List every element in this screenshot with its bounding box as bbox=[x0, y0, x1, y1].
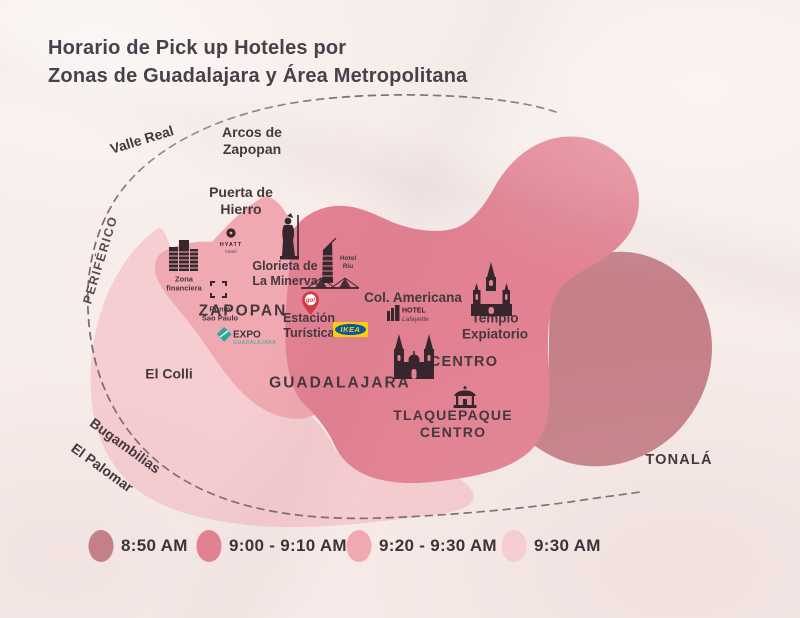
legend-item-920: 9:20 - 9:30 AM bbox=[346, 528, 497, 564]
minerva-statue-icon bbox=[280, 213, 299, 260]
matute-remus-bridge-icon bbox=[301, 277, 359, 289]
financial-district-buildings-icon bbox=[168, 240, 199, 271]
svg-text:HYATT: HYATT bbox=[220, 242, 242, 248]
svg-text:go!: go! bbox=[305, 298, 315, 304]
svg-text:EXPO: EXPO bbox=[233, 330, 261, 341]
area-label-zapopan: ZAPOPAN bbox=[198, 302, 288, 320]
go-tour-pin-icon: go! bbox=[302, 291, 319, 315]
area-label-tonala: TONALÁ bbox=[645, 452, 713, 469]
svg-text:Hotel: Hotel bbox=[225, 249, 236, 255]
guadalajara-cathedral-icon bbox=[394, 334, 434, 379]
expo-guadalajara-logo: EXPO GUADALAJARA bbox=[216, 326, 276, 345]
legend-label-850: 8:50 AM bbox=[121, 536, 188, 555]
legend-item-900: 9:00 - 9:10 AM bbox=[196, 528, 347, 564]
legend-swatch-920 bbox=[346, 530, 372, 562]
svg-text:Lafayette: Lafayette bbox=[402, 316, 429, 323]
area-label-puerta-hierro: Puerta de Hierro bbox=[209, 183, 273, 217]
svg-text:GUADALAJARA: GUADALAJARA bbox=[233, 340, 276, 345]
area-label-arcos-zapopan: Arcos de Zapopan bbox=[222, 123, 282, 157]
area-label-el-colli: El Colli bbox=[145, 365, 193, 382]
legend-label-900: 9:00 - 9:10 AM bbox=[229, 536, 347, 555]
ikea-logo: IKEA bbox=[333, 322, 368, 337]
area-label-guadalajara: GUADALAJARA bbox=[269, 374, 411, 392]
poi-label-hotel-riu: Hotel Riu bbox=[339, 255, 357, 270]
templo-expiatorio-church-icon bbox=[471, 262, 512, 316]
legend-label-920: 9:20 - 9:30 AM bbox=[379, 536, 497, 555]
hotel-lafayette-logo: HOTEL Lafayette bbox=[387, 305, 429, 323]
legend-item-930: 9:30 AM bbox=[501, 528, 601, 564]
hyatt-hotel-logo: HYATT Hotel bbox=[220, 228, 242, 255]
legend-label-930: 9:30 AM bbox=[534, 536, 601, 555]
legend-swatch-930 bbox=[501, 530, 527, 562]
svg-text:HOTEL: HOTEL bbox=[402, 308, 426, 315]
legend-item-850: 8:50 AM bbox=[88, 528, 188, 564]
area-label-tlaquepaque-centro: TLAQUEPAQUE CENTRO bbox=[393, 406, 513, 440]
poi-label-estacion-turistica: Estación Turística bbox=[282, 310, 336, 340]
area-label-col-americana: Col. Americana bbox=[364, 289, 462, 305]
page-title: Horario de Pick up Hoteles por Zonas de … bbox=[48, 37, 468, 87]
poi-label-punto-sao-paulo: Punto Sao Paulo bbox=[201, 304, 239, 323]
punto-sao-paulo-brackets-icon bbox=[210, 281, 227, 298]
tlaquepaque-kiosk-icon bbox=[453, 386, 477, 408]
poi-label-glorieta-minerva: Glorieta de La Minerva bbox=[252, 258, 318, 288]
poi-label-zona-financiera: Zona financiera bbox=[166, 274, 202, 293]
legend-swatch-900 bbox=[196, 530, 222, 562]
svg-text:IKEA: IKEA bbox=[341, 325, 361, 334]
area-label-centro: CENTRO bbox=[429, 354, 499, 371]
legend-swatch-850 bbox=[88, 530, 114, 562]
hotel-riu-tower-icon bbox=[322, 238, 337, 283]
